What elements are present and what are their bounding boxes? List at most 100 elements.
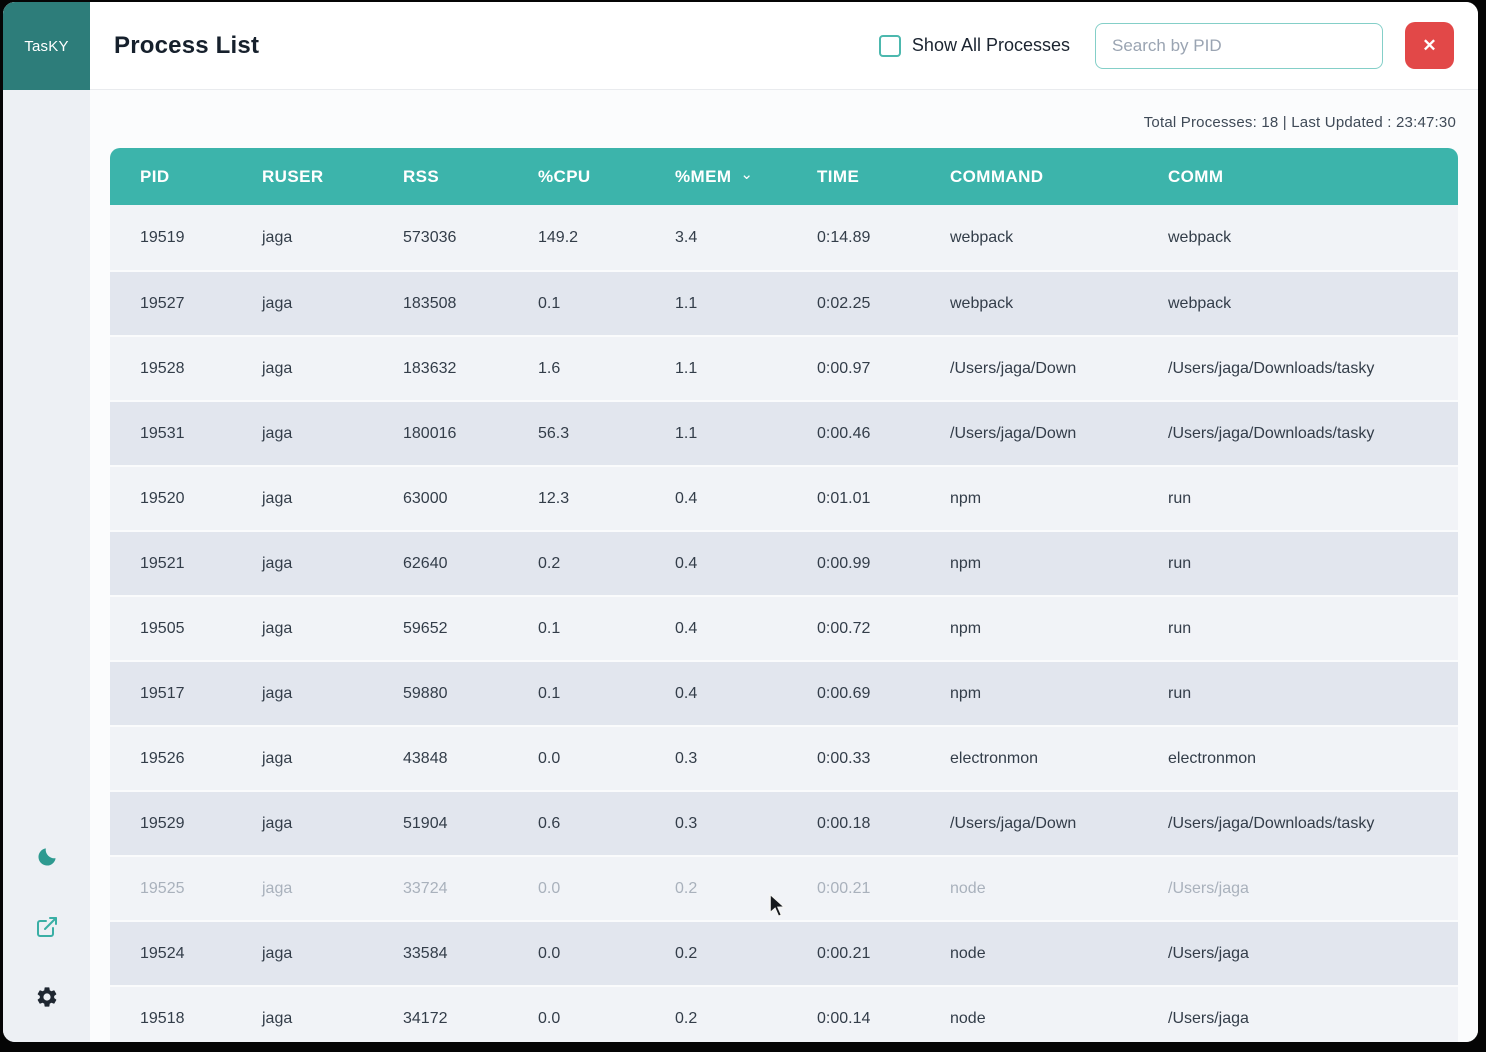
gear-icon xyxy=(35,985,59,1014)
cell-pid: 19526 xyxy=(140,749,185,767)
cell-ruser: jaga xyxy=(262,749,293,767)
cell-command: /Users/jaga/Down xyxy=(950,814,1077,832)
table-row[interactable]: 19527 jaga 183508 0.1 1.1 0:02.25 webpack webpa… xyxy=(110,270,1458,335)
cell-cpu: 0.0 xyxy=(538,944,561,962)
column-header-ruser[interactable]: RUSER xyxy=(232,167,373,187)
cell-mem: 0.2 xyxy=(675,944,698,962)
cell-mem: 0.4 xyxy=(675,554,698,572)
show-all-label: Show All Processes xyxy=(911,35,1070,55)
process-summary: Total Processes: 18 | Last Updated : 23:… xyxy=(1143,114,1456,131)
cell-ruser: jaga xyxy=(262,489,293,507)
header-bar: Process List Show All Processes ✕ xyxy=(90,2,1478,90)
cell-mem: 1.1 xyxy=(675,294,698,312)
cell-command: npm xyxy=(950,554,982,572)
cell-mem: 1.1 xyxy=(675,359,698,377)
column-header-rss[interactable]: RSS xyxy=(373,167,508,187)
cell-ruser: jaga xyxy=(262,424,293,442)
cell-pid: 19505 xyxy=(140,619,185,637)
cell-rss: 34172 xyxy=(403,1009,448,1027)
cell-command: node xyxy=(950,879,986,897)
cell-command: /Users/jaga/Down xyxy=(950,424,1077,442)
table-row[interactable]: 19531 jaga 180016 56.3 1.1 0:00.46/Users/jaga… xyxy=(110,400,1458,465)
table-row[interactable]: 19517 jaga 59880 0.1 0.4 0:00.69 npm run xyxy=(110,660,1458,725)
cell-command: npm xyxy=(950,619,982,637)
cell-pid: 19518 xyxy=(140,1009,185,1027)
column-header-comm[interactable]: COMM xyxy=(1138,167,1458,187)
table-row[interactable]: 19505 jaga 59652 0.1 0.4 0:00.72 npm run xyxy=(110,595,1458,660)
cell-mem: 0.2 xyxy=(675,879,698,897)
cell-comm: run xyxy=(1168,684,1192,702)
table-row[interactable]: 19529 jaga 51904 0.6 0.3 0:00.18/Users/jaga/D… xyxy=(110,790,1458,855)
settings-button[interactable] xyxy=(34,986,60,1012)
column-label: RSS xyxy=(403,166,440,186)
open-external-button[interactable] xyxy=(34,916,60,942)
cell-comm: webpack xyxy=(1168,294,1232,312)
cell-cpu: 0.0 xyxy=(538,749,561,767)
column-label: PID xyxy=(140,166,170,186)
cell-cpu: 1.6 xyxy=(538,359,561,377)
cell-pid: 19531 xyxy=(140,424,185,442)
column-header-cpu[interactable]: %CPU xyxy=(508,167,645,187)
moon-icon xyxy=(35,845,59,874)
cell-ruser: jaga xyxy=(262,814,293,832)
show-all-processes-toggle[interactable]: Show All Processes xyxy=(878,34,1070,57)
close-button[interactable]: ✕ xyxy=(1405,22,1454,69)
table-row[interactable]: 19521 jaga 62640 0.2 0.4 0:00.99 npm run xyxy=(110,530,1458,595)
chevron-down-icon: ⌄ xyxy=(740,165,754,183)
table-row[interactable]: 19528 jaga 183632 1.6 1.1 0:00.97/Users/jaga/… xyxy=(110,335,1458,400)
external-link-icon xyxy=(35,915,59,944)
cell-comm: electronmon xyxy=(1168,749,1257,767)
cell-comm: run xyxy=(1168,619,1192,637)
cell-cpu: 0.6 xyxy=(538,814,561,832)
cell-cpu: 56.3 xyxy=(538,424,570,442)
table-row[interactable]: 19518 jaga 34172 0.0 0.2 0:00.14 node/Users/ja… xyxy=(110,985,1458,1042)
column-label: %CPU xyxy=(538,166,591,186)
table-row[interactable]: 19525 jaga 33724 0.0 0.2 0:00.21 node/Users/ja… xyxy=(110,855,1458,920)
content-area: Total Processes: 18 | Last Updated : 23:… xyxy=(90,90,1478,1042)
cell-rss: 33724 xyxy=(403,879,448,897)
column-header-time[interactable]: TIME xyxy=(787,167,920,187)
cell-pid: 19525 xyxy=(140,879,185,897)
cell-time: 0:00.97 xyxy=(817,359,871,377)
table-body: 19519 jaga 573036 149.2 3.4 0:14.89 webpack web… xyxy=(110,205,1458,1042)
app-window: TasKY xyxy=(3,2,1478,1042)
column-header-command[interactable]: COMMAND xyxy=(920,167,1138,187)
main-panel: Process List Show All Processes ✕ Total … xyxy=(90,2,1478,1042)
cell-time: 0:14.89 xyxy=(817,228,871,246)
table-row[interactable]: 19524 jaga 33584 0.0 0.2 0:00.21 node/Users/ja… xyxy=(110,920,1458,985)
sidebar: TasKY xyxy=(3,2,90,1042)
cell-rss: 180016 xyxy=(403,424,457,442)
cell-pid: 19527 xyxy=(140,294,185,312)
cell-cpu: 149.2 xyxy=(538,228,579,246)
cell-ruser: jaga xyxy=(262,294,293,312)
dark-mode-toggle[interactable] xyxy=(34,846,60,872)
close-icon: ✕ xyxy=(1422,35,1437,55)
search-input[interactable] xyxy=(1095,22,1383,69)
column-header-pid[interactable]: PID xyxy=(110,167,232,187)
cell-mem: 0.3 xyxy=(675,749,698,767)
cell-rss: 51904 xyxy=(403,814,448,832)
cell-cpu: 0.0 xyxy=(538,879,561,897)
table-row[interactable]: 19519 jaga 573036 149.2 3.4 0:14.89 webpack web… xyxy=(110,205,1458,270)
cell-time: 0:00.21 xyxy=(817,879,871,897)
table-row[interactable]: 19520 jaga 63000 12.3 0.4 0:01.01 npm run xyxy=(110,465,1458,530)
cell-rss: 183632 xyxy=(403,359,457,377)
cell-pid: 19519 xyxy=(140,228,185,246)
cell-command: webpack xyxy=(950,228,1014,246)
column-label: RUSER xyxy=(262,166,324,186)
cell-pid: 19521 xyxy=(140,554,185,572)
column-header-mem[interactable]: %MEM ⌄ xyxy=(645,167,787,187)
show-all-checkbox[interactable] xyxy=(878,34,901,57)
cell-time: 0:00.72 xyxy=(817,619,871,637)
cell-comm: /Users/jaga xyxy=(1168,1009,1249,1027)
cell-time: 0:00.99 xyxy=(817,554,871,572)
cell-time: 0:00.14 xyxy=(817,1009,871,1027)
sidebar-icon-group xyxy=(34,846,60,1042)
cell-ruser: jaga xyxy=(262,944,293,962)
cell-pid: 19517 xyxy=(140,684,185,702)
table-row[interactable]: 19526 jaga 43848 0.0 0.3 0:00.33 electronmon el… xyxy=(110,725,1458,790)
cell-comm: /Users/jaga/Downloads/tasky xyxy=(1168,424,1375,442)
cell-pid: 19520 xyxy=(140,489,185,507)
cell-time: 0:00.21 xyxy=(817,944,871,962)
cell-mem: 3.4 xyxy=(675,228,698,246)
